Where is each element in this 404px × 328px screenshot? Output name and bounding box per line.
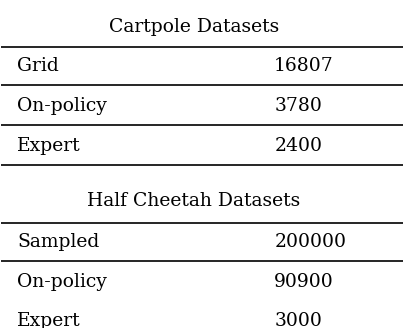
Text: Cartpole Datasets: Cartpole Datasets — [109, 18, 279, 35]
Text: 3000: 3000 — [274, 312, 322, 328]
Text: Expert: Expert — [17, 312, 81, 328]
Text: On-policy: On-policy — [17, 97, 107, 115]
Text: 2400: 2400 — [274, 136, 322, 154]
Text: Expert: Expert — [17, 136, 81, 154]
Text: On-policy: On-policy — [17, 273, 107, 291]
Text: Grid: Grid — [17, 57, 59, 75]
Text: 3780: 3780 — [274, 97, 322, 115]
Text: 16807: 16807 — [274, 57, 334, 75]
Text: Half Cheetah Datasets: Half Cheetah Datasets — [87, 192, 301, 210]
Text: Sampled: Sampled — [17, 233, 100, 251]
Text: 90900: 90900 — [274, 273, 334, 291]
Text: 200000: 200000 — [274, 233, 346, 251]
